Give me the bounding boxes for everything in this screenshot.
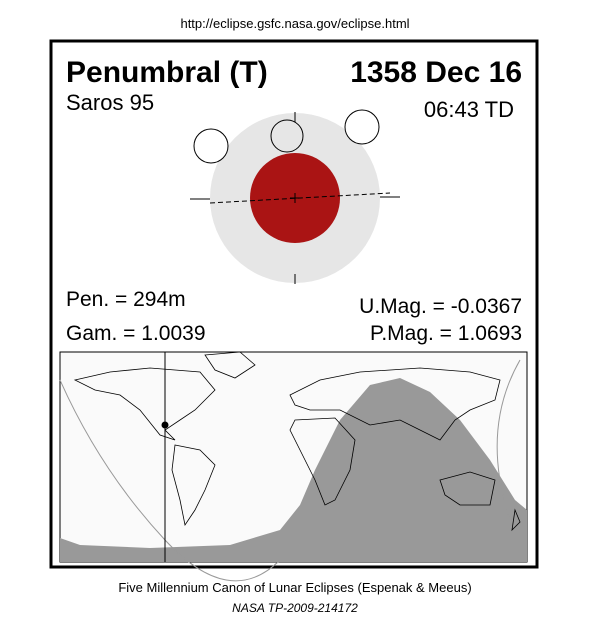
gamma: Gam. = 1.0039 [66,322,206,345]
night-region [60,378,527,562]
publication: NASA TP-2009-214172 [232,601,358,615]
moon-p4 [344,109,380,145]
eclipse-date: 1358 Dec 16 [350,56,522,89]
canon-credit: Five Millennium Canon of Lunar Eclipses … [118,580,471,595]
moon-p1 [193,128,229,164]
time: 06:43 TD [424,97,514,122]
zenith-point [161,421,169,429]
eclipse-type: Penumbral (T) [66,56,268,89]
world-map [59,351,528,582]
source-url: http://eclipse.gsfc.nasa.gov/eclipse.htm… [180,16,409,31]
terminator [496,359,521,521]
penumbral-magnitude: P.Mag. = 1.0693 [370,322,522,345]
coastlines [73,351,521,532]
saros: Saros 95 [66,90,154,115]
moon-path [209,192,391,204]
eclipse-geometry [190,109,400,284]
moon-mid [270,119,304,153]
penumbral-duration: Pen. = 294m [66,288,186,311]
umbral-magnitude: U.Mag. = -0.0367 [359,295,522,318]
